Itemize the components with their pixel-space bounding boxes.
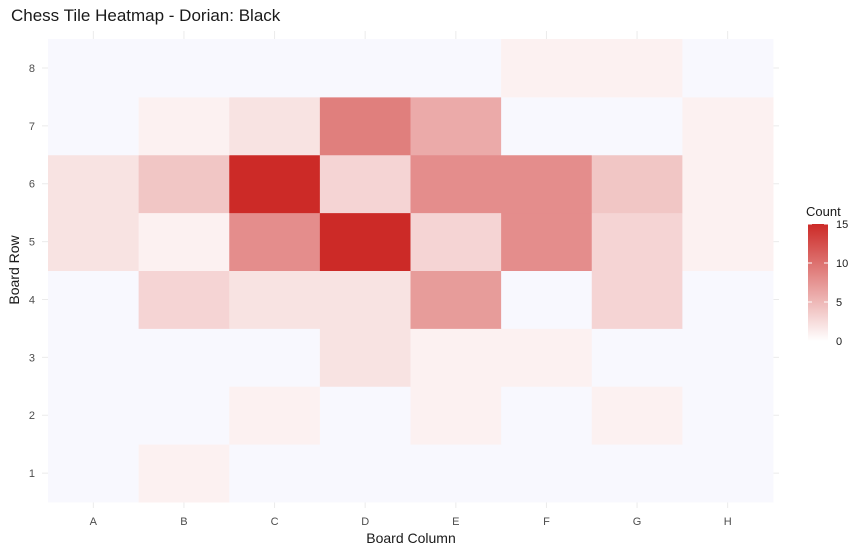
chart-title: Chess Tile Heatmap - Dorian: Black [11, 6, 281, 25]
heatmap-cell-f7 [501, 96, 593, 156]
heatmap-cell-a1 [48, 444, 140, 503]
heatmap-cell-h6 [682, 154, 774, 214]
legend-ticks: 0 5 10 15 [808, 219, 848, 348]
heatmap-cell-g5 [591, 212, 683, 271]
legend-tick-label: 0 [836, 336, 842, 348]
legend-color-bar [808, 224, 828, 341]
heatmap-cell-c4 [229, 270, 321, 329]
heatmap-cell-c3 [229, 328, 321, 387]
legend-tick-label: 10 [836, 258, 848, 270]
x-tick-label: H [724, 516, 732, 528]
heatmap-cell-g3 [591, 328, 683, 387]
heatmap-cell-h4 [682, 270, 774, 329]
heatmap-cell-b8 [138, 39, 230, 98]
heatmap-cell-e5 [410, 212, 502, 271]
y-tick-label: 4 [29, 294, 35, 306]
heatmap-cell-f8 [501, 39, 593, 98]
heatmap-cell-h2 [682, 386, 774, 445]
heatmap-cell-e8 [410, 39, 502, 98]
heatmap-cell-f5 [501, 212, 593, 271]
legend-title: Count [806, 204, 841, 219]
heatmap-cell-a7 [48, 96, 140, 156]
heatmap-cell-b6 [138, 154, 230, 214]
heatmap-cell-a2 [48, 386, 140, 445]
heatmap-cell-e7 [410, 96, 502, 156]
heatmap-cell-g1 [591, 444, 683, 503]
y-axis-ticks: 1 2 3 4 5 6 7 8 [29, 63, 35, 480]
y-tick-label: 1 [29, 468, 35, 480]
heatmap-cell-b1 [138, 444, 230, 503]
x-tick-label: D [361, 516, 369, 528]
heatmap-cell-c5 [229, 212, 321, 271]
heatmap-cell-g2 [591, 386, 683, 445]
y-tick-label: 7 [29, 121, 35, 133]
heatmap-cell-c8 [229, 39, 321, 98]
heatmap-cell-e3 [410, 328, 502, 387]
heatmap-cell-b7 [138, 96, 230, 156]
heatmap-cell-g6 [591, 154, 683, 214]
x-tick-label: B [180, 516, 187, 528]
heatmap-cell-c6 [229, 154, 321, 214]
heatmap-cell-g4 [591, 270, 683, 329]
x-tick-label: C [271, 516, 279, 528]
y-tick-label: 3 [29, 352, 35, 364]
y-axis-title: Board Row [6, 234, 22, 304]
y-tick-label: 2 [29, 410, 35, 422]
heatmap-cell-d3 [319, 328, 411, 387]
heatmap-cell-a6 [48, 154, 140, 214]
heatmap-cell-h3 [682, 328, 774, 387]
heatmap-cell-a3 [48, 328, 140, 387]
heatmap-cell-e2 [410, 386, 502, 445]
heatmap-cell-d4 [319, 270, 411, 329]
heatmap-cell-c1 [229, 444, 321, 503]
heatmap-cell-d7 [319, 96, 411, 156]
heatmap-cell-f1 [501, 444, 593, 503]
x-axis-ticks: A B C D E F G H [90, 516, 732, 528]
heatmap-cell-d6 [319, 154, 411, 214]
heatmap-cell-d5 [319, 212, 411, 271]
heatmap-cell-h8 [682, 39, 774, 98]
heatmap-cell-b2 [138, 386, 230, 445]
heatmap-cell-h1 [682, 444, 774, 503]
legend-tick-label: 5 [836, 297, 842, 309]
heatmap-cell-d2 [319, 386, 411, 445]
heatmap-cell-h5 [682, 212, 774, 271]
color-legend: Count 0 5 10 15 [806, 204, 848, 348]
heatmap-cell-g7 [591, 96, 683, 156]
heatmap-cell-g8 [591, 39, 683, 98]
heatmap-cell-e4 [410, 270, 502, 329]
x-tick-label: A [90, 516, 98, 528]
heatmap-cell-a8 [48, 39, 140, 98]
heatmap-cell-f6 [501, 154, 593, 214]
x-tick-label: F [543, 516, 550, 528]
heatmap-cell-c2 [229, 386, 321, 445]
heatmap-cell-f3 [501, 328, 593, 387]
heatmap-cell-c7 [229, 96, 321, 156]
heatmap-cell-b3 [138, 328, 230, 387]
x-tick-label: G [633, 516, 642, 528]
x-tick-label: E [452, 516, 459, 528]
y-tick-label: 8 [29, 63, 35, 75]
heatmap-cell-e6 [410, 154, 502, 214]
heatmap-cell-f4 [501, 270, 593, 329]
heatmap-cell-a5 [48, 212, 140, 271]
y-tick-label: 5 [29, 237, 35, 249]
legend-tick-label: 15 [836, 219, 848, 231]
x-axis-title: Board Column [366, 530, 456, 546]
heatmap-cell-e1 [410, 444, 502, 503]
heatmap-cell-h7 [682, 96, 774, 156]
heatmap-cell-b5 [138, 212, 230, 271]
heatmap-cell-d1 [319, 444, 411, 503]
heatmap-cell-d8 [319, 39, 411, 98]
heatmap-cell-b4 [138, 270, 230, 329]
y-tick-label: 6 [29, 179, 35, 191]
heatmap-cell-f2 [501, 386, 593, 445]
heatmap-cells [48, 39, 774, 503]
heatmap-cell-a4 [48, 270, 140, 329]
